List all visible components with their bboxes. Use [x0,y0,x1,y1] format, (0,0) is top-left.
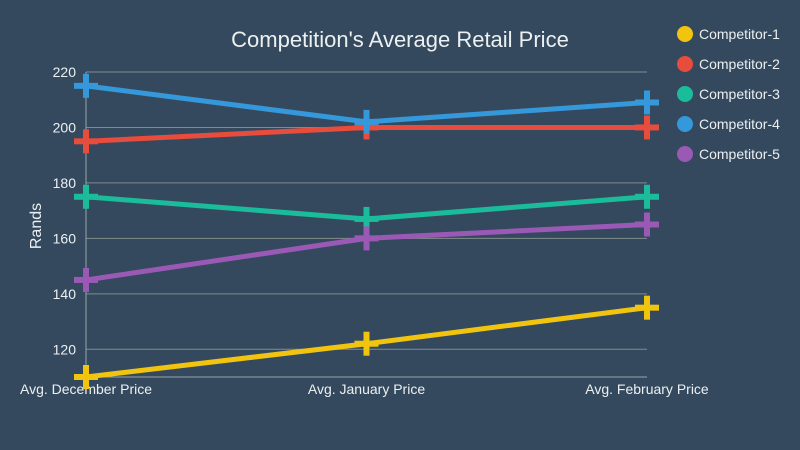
series-lines [74,73,659,389]
y-tick-label: 160 [53,230,77,246]
legend-swatch [677,116,693,132]
data-point-marker [74,82,98,89]
legend-item[interactable]: Competitor-2 [677,56,780,72]
data-point-marker [354,340,379,347]
legend-label: Competitor-2 [699,56,780,72]
data-point-marker [74,193,98,200]
legend-label: Competitor-5 [699,146,780,162]
data-point-marker [635,304,659,311]
data-point-marker [74,276,98,283]
legend[interactable]: Competitor-1 Competitor-2 Competitor-3 Comp… [677,26,780,162]
y-tick-label: 200 [53,119,77,135]
legend-swatch [677,56,693,72]
legend-item[interactable]: Competitor-3 [677,86,780,102]
series-competitor-5 [74,212,659,292]
legend-label: Competitor-3 [699,86,780,102]
y-tick-label: 140 [53,286,77,302]
legend-label: Competitor-4 [699,116,780,132]
data-point-marker [354,215,379,222]
data-point-marker [74,138,98,145]
y-axis-label: Rands [28,203,45,249]
series-competitor-3 [74,184,659,231]
y-tick-label: 120 [53,341,77,357]
data-point-marker [635,124,659,131]
legend-item[interactable]: Competitor-1 [677,26,780,42]
data-point-marker [354,118,379,125]
chart-title: Competition's Average Retail Price [231,27,569,52]
data-point-marker [635,193,659,200]
data-point-marker [354,235,379,242]
series-competitor-4 [74,73,659,134]
y-tick-label: 220 [53,64,77,80]
y-axis-ticks: 120 140 160 180 200 220 [53,64,77,357]
data-point-marker [635,99,659,106]
data-point-marker [635,221,659,228]
y-tick-label: 180 [53,175,77,191]
data-point-marker [74,374,98,380]
series-competitor-1 [74,295,659,389]
legend-item[interactable]: Competitor-4 [677,116,780,132]
legend-item[interactable]: Competitor-5 [677,146,780,162]
legend-swatch [677,26,693,42]
legend-label: Competitor-1 [699,26,780,42]
x-tick-label: Avg. January Price [308,381,425,397]
x-tick-label: Avg. February Price [585,381,709,397]
legend-swatch [677,146,693,162]
legend-swatch [677,86,693,102]
